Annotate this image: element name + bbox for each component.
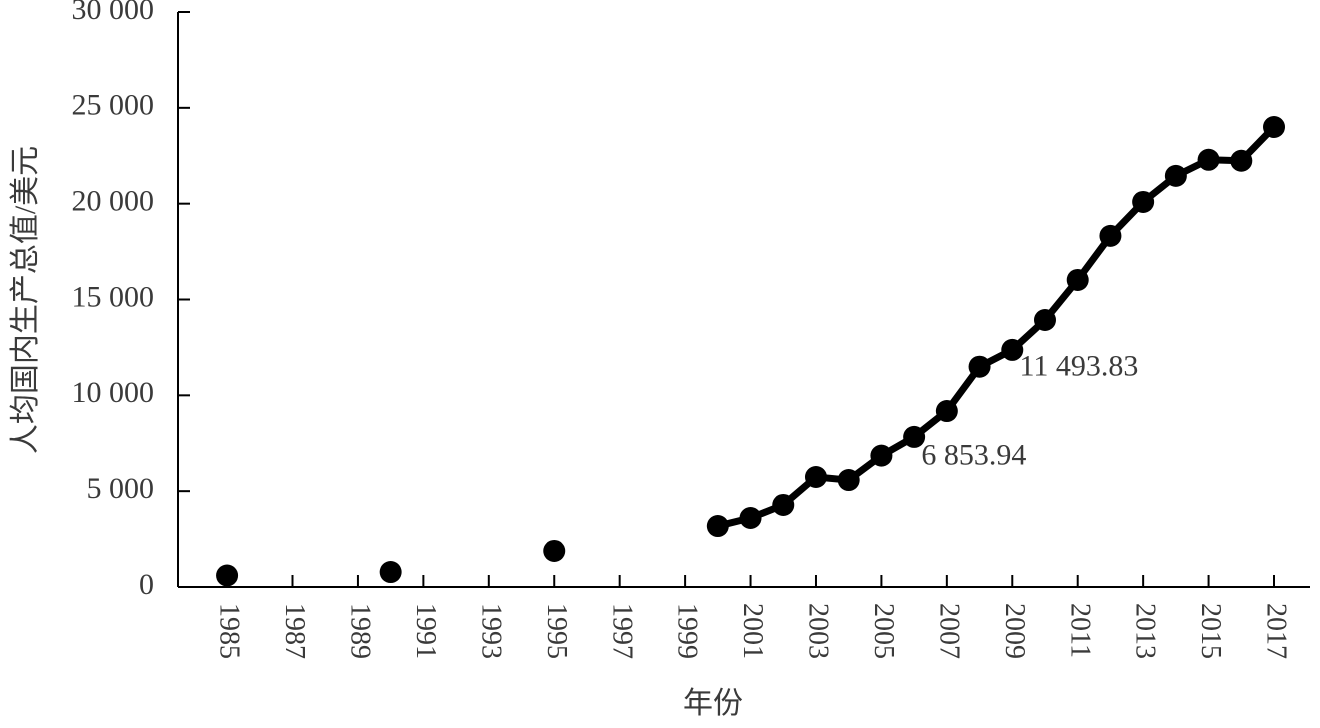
x-tick-label: 2007 <box>933 603 964 659</box>
x-tick-label: 2003 <box>803 603 834 659</box>
y-tick-label: 25 000 <box>72 89 155 122</box>
x-tick-label: 1991 <box>410 603 441 659</box>
y-tick-label: 5 000 <box>87 472 155 505</box>
point <box>935 400 958 423</box>
point <box>804 465 827 488</box>
x-tick-label: 1995 <box>541 603 572 659</box>
x-tick-label: 2001 <box>737 603 768 659</box>
point <box>1263 116 1286 138</box>
y-tick-label: 20 000 <box>72 185 155 218</box>
y-axis-label: 人均国内生产总值/美元 <box>9 146 42 454</box>
point <box>903 425 926 448</box>
point <box>1066 268 1089 291</box>
x-tick-label: 1999 <box>672 603 703 659</box>
x-tick-label: 2005 <box>868 603 899 659</box>
x-tick-label: 1987 <box>279 603 310 659</box>
x-tick-label: 2013 <box>1130 603 1161 659</box>
x-tick-label: 2015 <box>1195 603 1226 659</box>
point <box>968 355 991 378</box>
value-label: 11 493.83 <box>1020 350 1139 383</box>
point <box>706 515 729 538</box>
x-axis-label: 年份 <box>683 687 743 720</box>
x-tick-label: 2009 <box>999 603 1030 659</box>
point <box>1197 148 1220 171</box>
point <box>739 507 762 529</box>
point <box>543 539 566 562</box>
point <box>837 469 860 492</box>
point <box>772 493 795 516</box>
y-tick-label: 10 000 <box>72 376 155 409</box>
point <box>1001 338 1024 361</box>
x-tick-label: 1997 <box>606 603 637 659</box>
y-tick-label: 30 000 <box>72 0 155 26</box>
x-tick-label: 1985 <box>214 603 245 659</box>
point <box>1033 309 1056 332</box>
y-tick-label: 15 000 <box>72 280 155 313</box>
y-tick-label: 0 <box>139 568 154 601</box>
point <box>379 561 402 584</box>
point <box>216 564 239 587</box>
x-tick-label: 1989 <box>345 603 376 659</box>
point <box>870 444 893 467</box>
point <box>1099 224 1122 247</box>
x-tick-label: 2017 <box>1261 603 1292 659</box>
x-tick-label: 2011 <box>1064 603 1095 658</box>
value-label: 6 853.94 <box>921 439 1026 472</box>
point <box>1132 190 1155 213</box>
x-tick-label: 1993 <box>475 603 506 659</box>
point <box>1164 164 1187 187</box>
point <box>1230 149 1253 172</box>
